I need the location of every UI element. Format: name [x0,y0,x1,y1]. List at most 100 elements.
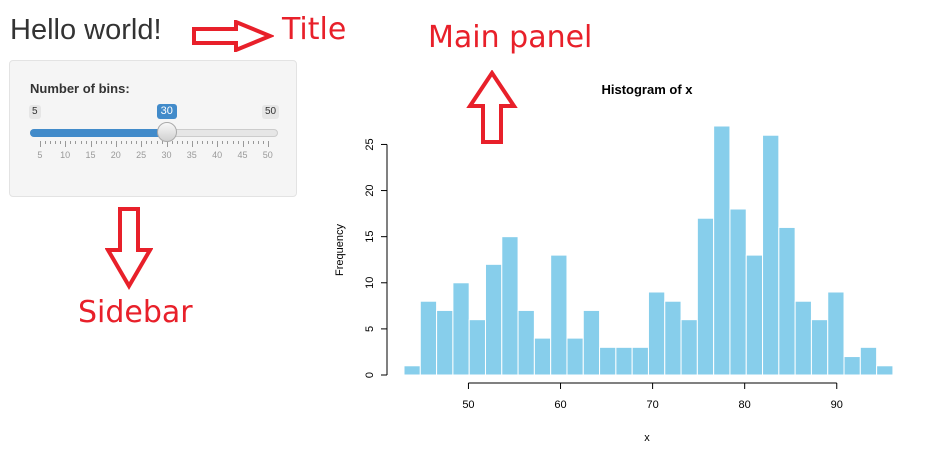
slider-minor-tick [131,141,133,144]
slider-minor-tick [75,141,77,144]
slider-minor-tick [105,141,107,144]
annotation-title: Title [282,12,347,47]
x-tick-label: 50 [462,399,474,411]
histogram-bar [403,365,421,376]
x-tick-label: 60 [554,399,566,411]
slider-minor-tick [232,141,234,144]
slider-minor-tick [222,141,224,144]
histogram-bar [843,356,861,376]
histogram-bar [876,365,894,376]
slider-tick-label: 25 [136,150,147,160]
histogram-bar [599,346,617,376]
slider-value-label: 30 [156,104,177,119]
slider-min-label: 5 [29,105,41,119]
slider-max-label: 50 [262,105,280,119]
histogram-bar [484,263,503,376]
slider-major-tick [166,141,168,147]
slider-major-tick [90,141,92,147]
x-axis-label: x [644,432,650,444]
slider-minor-tick [50,141,52,144]
histogram-bar [631,346,649,376]
slider-minor-tick [80,141,82,144]
histogram-bar [436,309,454,376]
annotation-main-panel: Main panel [428,20,593,55]
slider-minor-tick [176,141,178,144]
x-tick-label: 80 [739,399,751,411]
slider-minor-tick [136,141,138,144]
histogram-bar [566,337,584,376]
histogram-bar [827,291,845,376]
slider-minor-tick [237,141,239,144]
slider-major-tick [141,141,143,147]
slider-tick-label: 45 [237,150,248,160]
slider-minor-tick [227,141,229,144]
y-tick-label: 5 [364,326,376,332]
y-axis-label: Frequency [334,224,346,276]
slider-minor-tick [126,141,128,144]
slider-minor-tick [110,141,112,144]
slider-minor-tick [181,141,183,144]
y-tick-label: 10 [364,277,376,289]
slider-minor-tick [161,141,163,144]
histogram-bar [582,309,601,376]
slider-minor-tick [100,141,102,144]
arrow-up-icon [466,70,518,144]
slider-major-tick [40,141,41,147]
slider-minor-tick [257,141,259,144]
slider-handle[interactable] [156,122,177,142]
slider-minor-tick [247,141,249,144]
slider-tick-label: 15 [85,150,96,160]
histogram-bar [680,319,698,376]
slider-major-tick [242,141,244,147]
slider-minor-tick [85,141,87,144]
histogram-bar [533,337,552,376]
histogram-bar [794,300,812,376]
slider-minor-tick [207,141,209,144]
slider-tick-label: 5 [37,150,43,160]
histogram-bar [713,125,731,376]
histogram-bar [468,319,486,376]
histogram-bar [517,309,535,376]
slider-major-tick [192,141,193,147]
x-tick-label: 70 [646,399,658,411]
histogram-bar [696,217,715,376]
y-tick-label: 25 [364,138,376,150]
histogram-bar [550,254,568,376]
x-tick-label: 90 [831,399,843,411]
histogram-chart: Histogram of x x Frequency 50 60 70 80 90 0 5 1… [334,82,894,444]
histogram-bar [647,291,666,376]
slider-tick-label: 35 [186,150,197,160]
histogram-bar [615,346,633,376]
slider-minor-tick [146,141,148,144]
arrow-right-icon [192,20,274,52]
bins-slider-label: Number of bins: [30,81,130,96]
histogram-bar [762,134,780,376]
slider-minor-tick [151,141,153,144]
y-tick-label: 0 [364,372,376,378]
histogram-bar [745,254,764,376]
sidebar-panel: Number of bins: 5 50 30 5 10 15 20 25 30 35 40 4… [9,60,297,197]
slider-minor-tick [70,141,72,144]
slider-tick-label: 20 [110,150,121,160]
slider-minor-tick [202,141,204,144]
histogram-bar [810,319,829,376]
slider-minor-tick [197,141,199,144]
chart-title: Histogram of x [601,82,693,97]
slider-minor-tick [60,141,62,144]
slider-tick-label: 40 [212,150,223,160]
slider-tick-label: 30 [161,150,172,160]
page-title: Hello world! [10,14,162,46]
slider-major-tick [268,141,269,147]
histogram-bar [778,226,796,376]
slider-major-tick [65,141,67,147]
slider-minor-tick [45,141,47,144]
slider-minor-tick [55,141,57,144]
annotation-sidebar: Sidebar [78,295,193,330]
slider-minor-tick [186,141,188,144]
slider-fill [30,129,167,137]
arrow-down-icon [105,207,153,290]
histogram-bar [452,282,470,376]
y-tick-label: 15 [364,231,376,243]
slider-major-tick [217,141,219,147]
slider-minor-tick [95,141,97,144]
